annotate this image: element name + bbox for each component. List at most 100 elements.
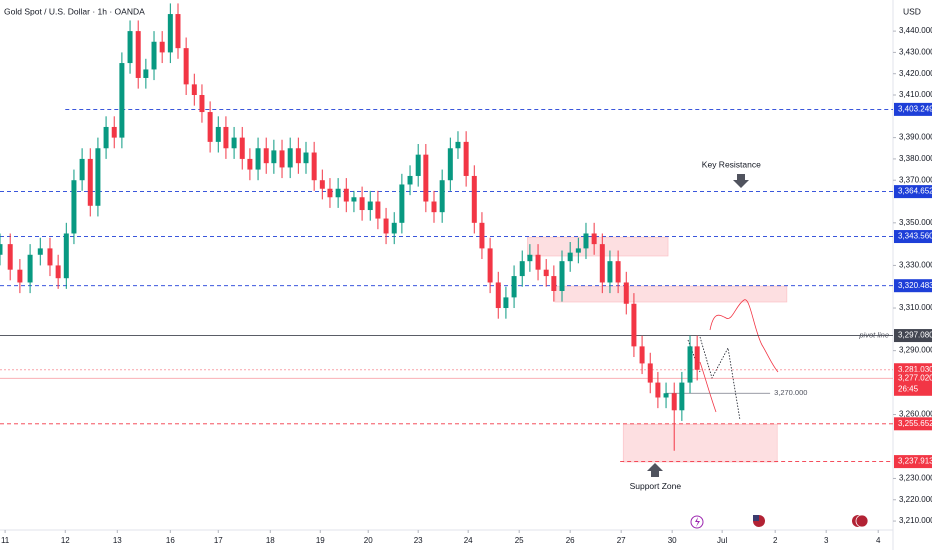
y-tick-label: 3,350.000	[899, 218, 932, 227]
candle-body	[183, 48, 189, 85]
candle-body	[543, 269, 549, 277]
candle-body	[175, 14, 181, 49]
candle-body	[487, 248, 493, 283]
y-tick-label: 3,290.000	[899, 346, 932, 355]
price-tag	[894, 102, 932, 116]
candle-body	[295, 148, 301, 164]
arrow-down	[733, 174, 749, 188]
candle-body	[694, 346, 700, 370]
y-tick-label: 3,440.000	[899, 26, 932, 35]
candle-body	[111, 126, 117, 138]
candle-body	[47, 248, 53, 266]
zone	[554, 285, 788, 303]
candle-body	[471, 175, 477, 223]
x-tick-label: 27	[617, 536, 626, 545]
candle-body	[375, 201, 381, 219]
candle-body	[623, 282, 629, 304]
candle-body	[287, 148, 293, 168]
projection-path	[699, 336, 741, 421]
price-tag-label: 3,297.080	[898, 331, 932, 340]
y-tick-label: 3,260.000	[899, 410, 932, 419]
candle-body	[311, 152, 317, 181]
projection-up	[709, 299, 779, 373]
candle-body	[343, 188, 349, 202]
level-text: pivot line	[858, 331, 889, 340]
y-tick-label: 3,330.000	[899, 261, 932, 270]
candle-body	[511, 276, 517, 298]
event-icon	[695, 517, 700, 527]
candle-body	[0, 244, 3, 255]
candle-body	[615, 261, 621, 283]
candle-body	[159, 41, 165, 53]
candle-body	[455, 141, 461, 149]
candle-body	[17, 269, 23, 283]
candle-body	[87, 158, 93, 206]
candle-body	[463, 141, 469, 176]
candle-body	[671, 393, 677, 411]
candle-body	[407, 175, 413, 185]
price-tag-label: 3,237.913	[898, 457, 932, 466]
annotation: Key Resistance	[702, 160, 761, 170]
candle-body	[119, 63, 125, 138]
x-tick-label: 3	[824, 536, 829, 545]
price-tag	[894, 185, 932, 199]
candle-body	[447, 148, 453, 181]
countdown: 26:45	[898, 384, 919, 393]
candle-body	[239, 137, 245, 159]
candle-body	[71, 180, 77, 234]
candle-body	[431, 201, 437, 213]
candle-body	[423, 154, 429, 202]
x-tick-label: 25	[515, 536, 524, 545]
candle-body	[503, 297, 509, 309]
candle-body	[79, 158, 85, 181]
candle-body	[583, 233, 589, 249]
candle-body	[231, 137, 237, 149]
candle-body	[55, 265, 61, 279]
candle-body	[63, 233, 69, 279]
candle-body	[551, 276, 557, 291]
x-tick-label: 12	[61, 536, 70, 545]
zone	[527, 236, 669, 257]
candle-body	[663, 393, 669, 398]
price-tag-label: 3,403.249	[898, 104, 932, 113]
candle-body	[631, 303, 637, 347]
candle-body	[607, 261, 613, 283]
candle-body	[127, 31, 133, 64]
candle-body	[303, 152, 309, 164]
x-tick-label: 19	[316, 536, 325, 545]
flag-icon	[753, 515, 759, 521]
annotation: Support Zone	[630, 481, 682, 491]
x-tick-label: Jul	[717, 536, 727, 545]
candle-body	[279, 150, 285, 168]
candle-body	[255, 148, 261, 170]
projection-down	[699, 361, 717, 413]
candle-body	[167, 14, 173, 53]
candle-body	[415, 154, 421, 176]
candle-body	[495, 282, 501, 309]
price-tag-label: 3,255.652	[898, 419, 932, 428]
y-tick-label: 3,390.000	[899, 133, 932, 142]
x-tick-label: 23	[414, 536, 423, 545]
candle-body	[7, 244, 13, 270]
y-tick-label: 3,220.000	[899, 495, 932, 504]
candle-body	[359, 197, 365, 211]
candle-body	[599, 244, 605, 283]
candle-body	[383, 218, 389, 234]
candle-body	[103, 126, 109, 149]
candle-body	[559, 261, 565, 291]
candle-body	[479, 222, 485, 249]
arrow-up	[647, 463, 663, 477]
x-tick-label: 11	[1, 536, 10, 545]
price-tag-label: 3,343.560	[898, 232, 932, 241]
x-tick-label: 2	[773, 536, 778, 545]
candle-body	[399, 184, 405, 223]
price-tag-label: 3,364.652	[898, 187, 932, 196]
candle-body	[319, 180, 325, 189]
x-tick-label: 26	[566, 536, 575, 545]
price-tag	[894, 279, 932, 293]
currency: USD	[903, 6, 921, 16]
price-tag	[894, 371, 932, 396]
candle-body	[391, 222, 397, 234]
candle-body	[367, 201, 373, 211]
candle-body	[263, 148, 269, 164]
